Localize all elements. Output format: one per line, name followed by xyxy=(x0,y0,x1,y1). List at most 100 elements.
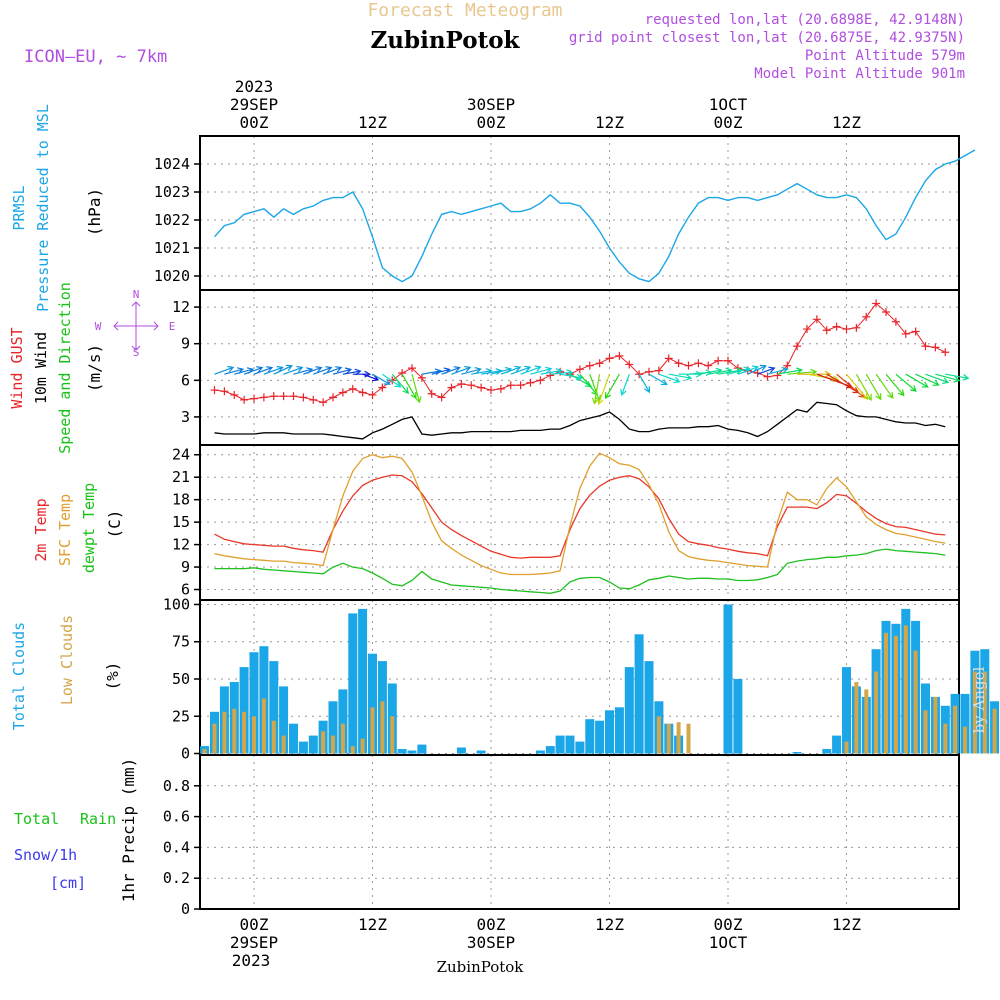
bottom-hour-label: 12Z xyxy=(832,915,861,934)
wind-direction-arrow xyxy=(865,373,882,401)
bottom-date-label: 1OCT xyxy=(709,933,748,952)
gust-marker xyxy=(319,398,328,407)
total-cloud-bar xyxy=(298,741,308,754)
clouds-tick-label: 100 xyxy=(163,595,190,613)
top-hour-label: 12Z xyxy=(832,113,861,132)
temperature-panel: 24 21 18 15 12 9 6 xyxy=(172,444,960,601)
gust-marker xyxy=(240,395,249,404)
gust-marker xyxy=(773,371,782,380)
top-hour-label: 12Z xyxy=(358,113,387,132)
low-cloud-bar xyxy=(923,710,928,754)
total-cloud-bar xyxy=(644,661,654,754)
total-cloud-bar xyxy=(605,710,614,754)
gust-marker xyxy=(329,393,337,402)
precip-tick-label: 0.2 xyxy=(163,869,190,887)
compass-n: N xyxy=(133,288,140,301)
wind10m-label: 10m Wind xyxy=(32,332,50,404)
total-cloud-bar xyxy=(417,744,427,754)
gust-marker xyxy=(496,384,505,393)
gust-line xyxy=(214,302,946,403)
top-time-axis: 00Z 12Z 00Z 12Z 00Z 12Z 29SEP 30SEP 1OCT xyxy=(230,95,861,132)
gust-marker xyxy=(654,366,663,375)
gust-marker xyxy=(467,381,476,390)
gust-marker xyxy=(862,312,871,321)
total-cloud-bar xyxy=(624,667,634,754)
gust-marker xyxy=(921,342,930,351)
wind-labels: Wind GUST 10m Wind Speed and Direction (… xyxy=(8,282,175,454)
total-cloud-bar xyxy=(269,661,279,754)
wind-direction-arrow xyxy=(895,373,917,392)
top-hour-label: 00Z xyxy=(714,113,743,132)
wind-direction-arrow xyxy=(332,367,353,375)
bottom-hour-label: 00Z xyxy=(714,915,743,934)
low-cloud-bar xyxy=(370,707,375,754)
gust-marker xyxy=(388,376,397,385)
low-cloud-bar xyxy=(281,735,286,754)
gust-marker xyxy=(832,322,841,331)
compass-w: W xyxy=(95,320,102,333)
wind-unit-label: (m/s) xyxy=(85,344,104,392)
wind-direction-arrow xyxy=(441,366,461,375)
gust-marker xyxy=(259,393,268,402)
station-name: ZubinPotok xyxy=(371,27,521,54)
gust-marker xyxy=(427,389,436,398)
wind-direction-arrow xyxy=(283,365,304,375)
gust-marker xyxy=(358,388,367,397)
closest-point: grid point closest lon,lat (20.6875E, 42… xyxy=(569,30,965,46)
low-cloud-bar xyxy=(222,711,227,754)
wind-direction-arrow xyxy=(875,373,894,400)
gust-marker xyxy=(299,393,308,402)
gust-marker xyxy=(457,379,466,388)
rain-label: Rain xyxy=(80,810,116,828)
total-cloud-bar xyxy=(545,746,555,754)
total-cloud-bar xyxy=(723,604,733,754)
wind-direction-arrow xyxy=(915,373,940,386)
temperature-tick-label: 6 xyxy=(181,581,190,599)
total-cloud-bar xyxy=(308,735,318,754)
wind-direction-arrow xyxy=(451,365,472,375)
wind-direction-arrow xyxy=(313,366,333,375)
panels: 1024102310221021102012963242118151296100… xyxy=(154,135,1000,918)
temp2m-label: 2m Temp xyxy=(32,498,50,561)
total-cloud-bar xyxy=(595,720,605,754)
point-altitude: Point Altitude 579m xyxy=(805,48,965,64)
gust-marker xyxy=(822,326,831,335)
pressure-tick-label: 1021 xyxy=(154,239,190,257)
gust-marker xyxy=(872,299,881,308)
clouds-tick-label: 0 xyxy=(181,745,190,763)
total-cloud-bar xyxy=(575,741,585,754)
wind-direction-arrow xyxy=(777,367,804,375)
gust-marker xyxy=(309,395,318,404)
gust-marker xyxy=(338,388,347,397)
total-cloud-bar xyxy=(358,608,368,754)
wind-direction-arrow xyxy=(757,366,776,375)
gust-marker xyxy=(417,373,426,382)
gust-marker xyxy=(575,365,584,374)
compass-e: E xyxy=(169,320,176,333)
wind-direction-arrow xyxy=(591,374,601,405)
low-cloud-bar xyxy=(390,716,395,754)
low-cloud-bar xyxy=(350,746,355,754)
compass-rose: N S W E xyxy=(95,288,176,359)
wind-direction-arrow xyxy=(935,373,961,383)
gust-marker xyxy=(506,381,515,390)
pressure-panel: 1024 1023 1022 1021 1020 xyxy=(154,135,960,291)
wind-direction-arrow xyxy=(945,373,970,381)
low-cloud-bar xyxy=(686,723,691,754)
low-cloud-bar xyxy=(963,726,967,754)
temperature-tick-label: 18 xyxy=(172,491,190,509)
total-cloud-bar xyxy=(822,749,832,754)
precip-labels: Total Rain Snow/1h [cm] 1hr Precip (mm) xyxy=(14,758,138,903)
bottom-hour-label: 00Z xyxy=(240,915,269,934)
low-cloud-bar xyxy=(854,682,859,754)
total-cloud-bar xyxy=(348,613,358,754)
temperature-tick-label: 24 xyxy=(172,446,190,464)
total-cloud-bar xyxy=(279,686,289,754)
clouds-tick-label: 25 xyxy=(172,707,190,725)
temp2m-line xyxy=(214,474,946,559)
clouds-unit-label: (%) xyxy=(103,662,122,691)
wind-direction-arrow xyxy=(421,368,443,376)
top-hour-label: 00Z xyxy=(477,113,506,132)
gust-marker xyxy=(605,354,614,363)
